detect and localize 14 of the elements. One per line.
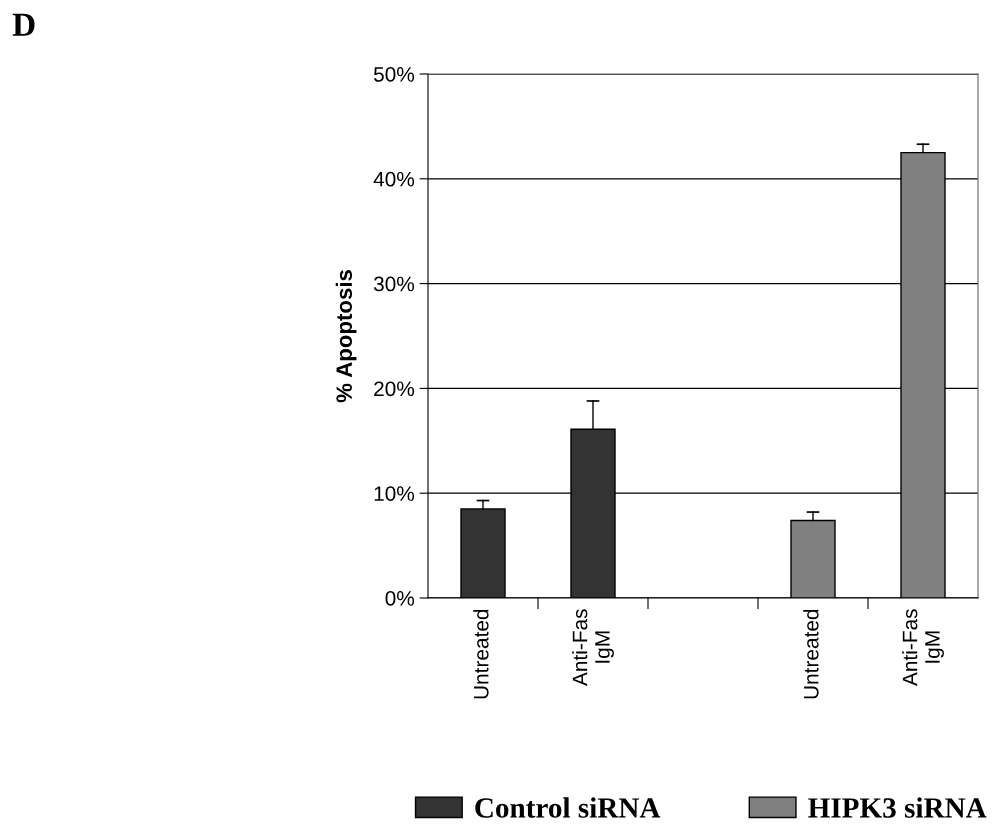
x-tick-label: Untreated	[803, 609, 819, 699]
y-axis-title: % Apoptosis	[335, 270, 357, 403]
y-tick-label: 50%	[373, 67, 415, 82]
text: D	[12, 13, 35, 36]
x-tick-label: Untreated	[473, 609, 489, 699]
y-tick-label: 0%	[385, 591, 415, 606]
y-tick-label: 10%	[374, 486, 415, 501]
y-tick-label: 40%	[373, 171, 415, 187]
legend-label: Control siRNA	[475, 797, 661, 818]
y-tick-label: 20%	[374, 381, 415, 397]
x-tick-label: Anti-Fas IgM	[902, 609, 944, 686]
y-tick-label: 30%	[373, 276, 415, 292]
x-tick-label: Anti-Fas IgM	[572, 609, 614, 686]
legend-label: HIPK3 siRNA	[808, 797, 987, 818]
